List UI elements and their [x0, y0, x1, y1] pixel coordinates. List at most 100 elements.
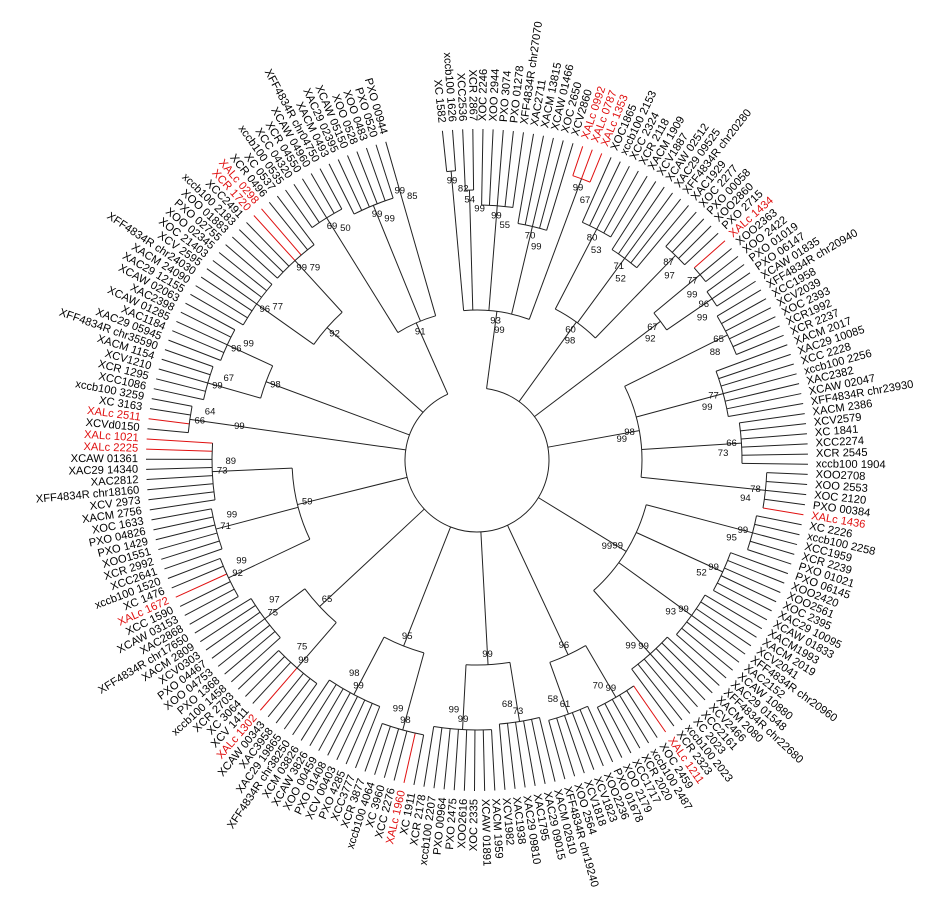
leaf-branch: [403, 732, 416, 783]
bootstrap-value: 98: [270, 380, 281, 391]
leaf-branch: [728, 403, 804, 418]
leaf-branch: [631, 668, 675, 727]
leaf-branch: [211, 618, 266, 659]
leaf-branch: [374, 726, 391, 775]
bootstrap-value: 78: [750, 484, 761, 495]
leaf-branch: [200, 276, 253, 312]
leaf-label: XCC2274: [815, 435, 864, 449]
bootstrap-value: 66: [195, 415, 206, 426]
leaf-branch: [276, 195, 315, 245]
leaf-branch: [175, 573, 227, 598]
leaf-branch: [212, 260, 262, 298]
bootstrap-value: 99: [372, 209, 383, 220]
bootstrap-value: 99: [738, 525, 749, 536]
leaf-branch: [364, 723, 383, 772]
leaf-branch: [610, 175, 648, 238]
leaf-label: XCC2536: [454, 73, 468, 122]
leaf-branch: [725, 383, 800, 402]
leaf-branch: [678, 225, 712, 259]
clade-stem: [528, 178, 582, 320]
bootstrap-value: 80: [587, 233, 598, 244]
leaf-branch: [729, 316, 776, 340]
bootstrap-value: 99: [638, 641, 649, 652]
bootstrap-value: 99: [687, 289, 698, 300]
leaf-branch: [539, 140, 564, 229]
leaf-branch: [161, 540, 220, 560]
root-stem: [265, 381, 410, 436]
clade-stem: [618, 562, 692, 616]
bootstrap-value: 77: [708, 391, 719, 402]
clade-stem: [641, 442, 742, 450]
bootstrap-value: 99: [602, 541, 613, 552]
leaf-branch: [189, 596, 239, 625]
root-stem: [547, 430, 640, 448]
clade-arc: [465, 661, 511, 666]
clade-arc: [242, 284, 273, 326]
bootstrap-value: 77: [272, 302, 283, 313]
leaf-branch: [453, 729, 459, 791]
bootstrap-value: 99: [708, 562, 719, 573]
clade-arc: [210, 508, 223, 550]
root-stem: [326, 327, 424, 413]
root-stem: [518, 321, 577, 402]
leaf-branch: [713, 589, 768, 621]
leaf-label: XOO 2553: [815, 479, 869, 495]
leaf-branch: [548, 720, 566, 780]
leaf-branch: [153, 388, 204, 401]
leaf-branch: [556, 717, 576, 777]
clade-stem: [641, 476, 766, 491]
clade-stem: [450, 171, 465, 311]
leaf-branch: [747, 549, 792, 565]
leaf-branch: [726, 393, 802, 410]
leaf-branch: [671, 218, 705, 253]
bootstrap-value: 99: [395, 185, 406, 196]
bootstrap-value: 61: [560, 699, 571, 710]
leaf-branch: [571, 712, 595, 770]
clade-stem: [653, 274, 701, 314]
bootstrap-value: 99: [474, 203, 485, 214]
leaf-branch: [285, 189, 313, 228]
leaf-branch: [665, 211, 697, 247]
bootstrap-value: 59: [302, 497, 313, 508]
clade-stem: [549, 662, 569, 715]
leaf-label: XOO 2944: [487, 68, 502, 121]
leaf-branch: [230, 637, 281, 683]
leaf-branch: [684, 232, 719, 266]
leaf-label: XOO2616: [456, 799, 470, 849]
bootstrap-value: 58: [548, 694, 559, 705]
leaf-label: xccb100 1904: [816, 458, 886, 471]
leaf-branch: [655, 648, 706, 701]
clade-stem: [228, 538, 311, 579]
clade-arc: [549, 645, 586, 663]
leaf-branch: [179, 581, 231, 607]
bootstrap-value: 99: [625, 640, 636, 651]
leaf-branch: [261, 208, 302, 256]
clade-stem: [227, 344, 273, 367]
leaf-label: XOC 2246: [477, 69, 490, 121]
leaf-branch: [184, 588, 235, 616]
leaf-label: XC 1582: [431, 79, 447, 124]
leaf-branch: [463, 729, 468, 791]
leaf-branch: [546, 143, 574, 231]
leaf-branch: [283, 683, 318, 730]
leaf-branch: [740, 423, 807, 432]
leaf-label: XALc 1021: [84, 429, 139, 444]
leaf-label: XCR 2545: [816, 447, 868, 460]
clade-stem: [585, 645, 617, 698]
bootstrap-value: 99: [482, 649, 493, 660]
leaf-branch: [393, 730, 408, 781]
bootstrap-value: 99: [612, 541, 623, 552]
leaf-branch: [237, 650, 279, 690]
bootstrap-value: 92: [329, 329, 340, 340]
leaf-branch: [292, 679, 330, 736]
leaf-branch: [523, 720, 536, 786]
leaf-branch: [176, 320, 228, 346]
bootstrap-value: 91: [415, 327, 426, 338]
bootstrap-value: 82: [458, 184, 469, 195]
leaf-branch: [347, 155, 370, 208]
leaf-branch: [705, 256, 739, 283]
bootstrap-value: 67: [647, 322, 658, 333]
leaf-branch: [741, 433, 807, 440]
bootstrap-value: 99: [227, 509, 238, 520]
